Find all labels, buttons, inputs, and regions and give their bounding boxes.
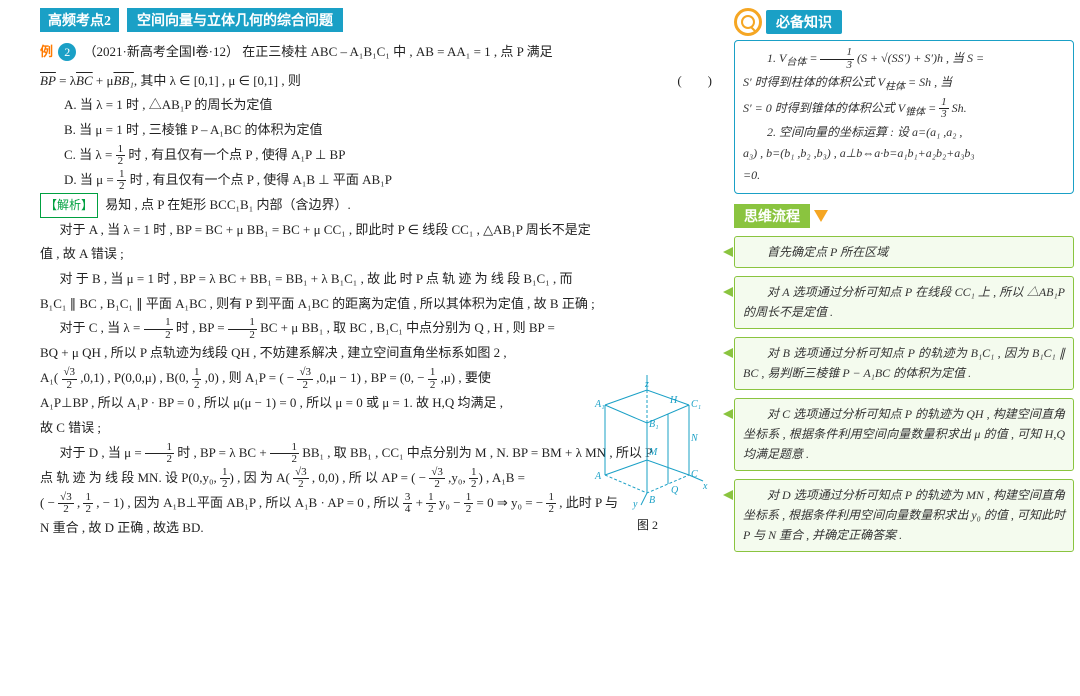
option-c: C. 当 λ = 12 时 , 有且仅有一个点 P , 使得 A₁P ⊥ BP [64,143,712,168]
example-source: （2021·新高考全国Ⅰ卷·12） [84,44,240,59]
flow-header: 思维流程 [734,204,1074,228]
topic-badge: 高频考点2 [40,8,119,32]
analysis-b-2: B₁C₁ ∥ BC , B₁C₁ ∥ 平面 A₁BC , 则有 P 到平面 A₁… [40,292,712,317]
analysis-a-2: 值 , 故 A 错误 ; [40,242,712,267]
flow-step-5: 对 D 选项通过分析可知点 P 的轨迹为 MN , 构建空间直角坐标系 , 根据… [734,479,1074,552]
svg-text:N: N [690,433,699,444]
analysis-a-1: 对于 A , 当 λ = 1 时 , BP = BC + μ BB₁ = BC … [40,218,712,243]
blank-paren: ( ) [677,69,712,94]
analysis-c-2: BQ + μ QH , 所以 P 点轨迹为线段 QH , 不妨建系解决 , 建立… [40,341,600,366]
option-d: D. 当 μ = 12 时 , 有且仅有一个点 P , 使得 A₁B ⊥ 平面 … [64,168,712,193]
sidebar: 必备知识 1. V台体 = 13 (S + √(SS′) + S′)h , 当 … [720,0,1080,696]
svg-text:z: z [644,379,649,390]
analysis-c-1: 对于 C , 当 λ = 12 时 , BP = 12 BC + μ BB₁ ,… [40,316,600,341]
analysis-c-4: A₁P⊥BP , 所以 A₁P · BP = 0 , 所以 μ(μ − 1) =… [40,391,600,416]
flow-step-4: 对 C 选项通过分析可知点 P 的轨迹为 QH , 构建空间直角坐标系 , 根据… [734,398,1074,471]
option-b: B. 当 μ = 1 时 , 三棱锥 P – A₁BC 的体积为定值 [64,118,712,143]
svg-text:B: B [649,495,655,506]
must-know-title: 必备知识 [766,10,842,34]
arrow-down-icon [814,210,828,222]
analysis-tag: 【解析】 [40,193,98,218]
main-content: 高频考点2 空间向量与立体几何的综合问题 例 2 （2021·新高考全国Ⅰ卷·1… [0,0,720,696]
figure-2: A₁ z B₁ C₁ H N M A B C Q x y 图 2 [585,375,710,530]
magnifier-icon [734,8,762,36]
flow-step-1: 首先确定点 P 所在区域 [734,236,1074,268]
must-know-body: 1. V台体 = 13 (S + √(SS′) + S′)h , 当 S = S… [734,40,1074,194]
stem-line1: 在正三棱柱 ABC – A₁B₁C₁ 中 , AB = AA₁ = 1 , 点 … [242,44,552,59]
option-a: A. 当 λ = 1 时 , △AB₁P 的周长为定值 [64,93,712,118]
svg-text:A₁: A₁ [594,399,605,410]
svg-text:y: y [632,499,638,510]
svg-text:B₁: B₁ [649,419,659,430]
example-stem-2: BP = λBC + μBB₁, 其中 λ ∈ [0,1] , μ ∈ [0,1… [40,69,712,94]
analysis-c-3: A₁( √32 ,0,1) , P(0,0,μ) , B(0, 12 ,0) ,… [40,366,600,391]
topic-title: 空间向量与立体几何的综合问题 [127,8,343,32]
svg-text:Q: Q [671,485,679,496]
flow-step-3: 对 B 选项通过分析可知点 P 的轨迹为 B₁C₁ , 因为 B₁C₁ ∥ BC… [734,337,1074,390]
svg-text:A: A [594,471,602,482]
section-header: 高频考点2 空间向量与立体几何的综合问题 [40,8,712,32]
must-know-block: 必备知识 1. V台体 = 13 (S + √(SS′) + S′)h , 当 … [734,8,1074,194]
example-label: 例 [40,44,53,59]
svg-text:M: M [648,447,658,458]
example-stem-1: 例 2 （2021·新高考全国Ⅰ卷·12） 在正三棱柱 ABC – A₁B₁C₁… [40,40,712,65]
flow-step-2: 对 A 选项通过分析可知点 P 在线段 CC₁ 上 , 所以 △AB₁P 的周长… [734,276,1074,329]
svg-text:x: x [702,481,708,492]
flow-title: 思维流程 [734,204,810,228]
svg-text:H: H [669,395,678,406]
svg-text:C: C [691,469,698,480]
example-number: 2 [58,43,76,61]
svg-text:C₁: C₁ [691,399,701,410]
prism-diagram-svg: A₁ z B₁ C₁ H N M A B C Q x y [585,375,710,510]
analysis-line-0: 【解析】 易知 , 点 P 在矩形 BCC₁B₁ 内部（含边界）. [40,193,712,218]
figure-caption: 图 2 [585,516,710,533]
analysis-b-1: 对 于 B , 当 μ = 1 时 , BP = λ BC + BB₁ = BB… [40,267,712,292]
